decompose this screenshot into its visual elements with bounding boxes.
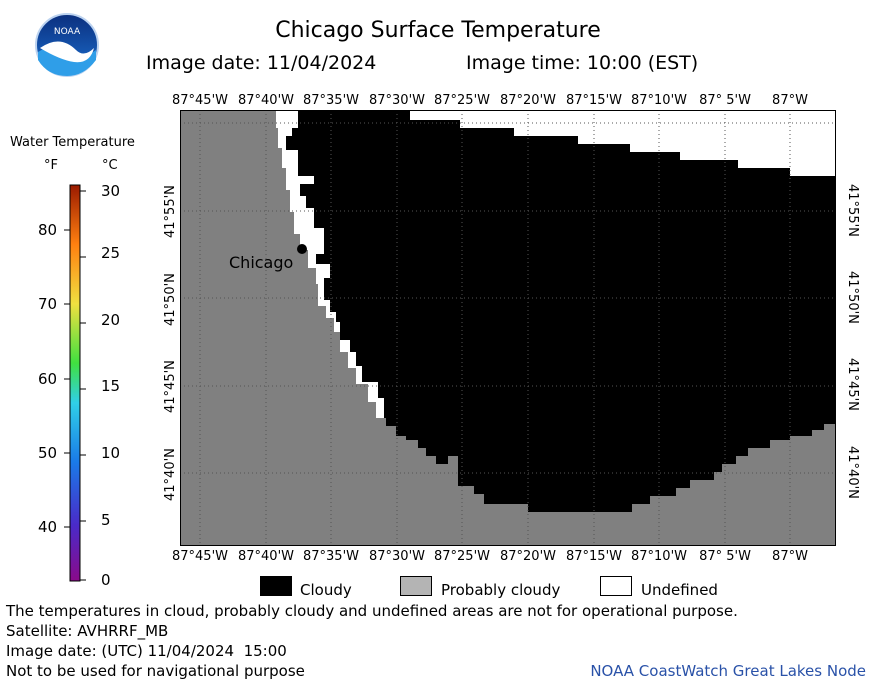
lon-label-bottom: 87°20'W	[499, 549, 557, 564]
lon-label-bottom: 87°45'W	[171, 549, 229, 564]
footer-note: The temperatures in cloud, probably clou…	[6, 602, 738, 620]
colorbar	[64, 184, 86, 582]
unit-fahrenheit: °F	[44, 158, 58, 173]
lat-label-left: 41°40'N	[163, 448, 178, 501]
image-date: Image date: 11/04/2024	[146, 52, 377, 74]
unit-celsius: °C	[102, 158, 118, 173]
lat-label-left: 41°50'N	[163, 273, 178, 326]
footer-satellite: Satellite: AVHRRF_MB	[6, 622, 169, 640]
c-tick: 10	[101, 444, 121, 462]
lon-label-top: 87°25'W	[433, 93, 491, 108]
lat-label-right: 41°50'N	[845, 271, 860, 324]
footer-nav-warning: Not to be used for navigational purpose	[6, 662, 305, 680]
lon-label-bottom: 87°25'W	[433, 549, 491, 564]
lon-label-bottom: 87°30'W	[368, 549, 426, 564]
f-tick: 50	[38, 444, 58, 462]
lon-label-bottom: 87°15'W	[565, 549, 623, 564]
c-tick: 15	[101, 377, 121, 395]
lat-label-right: 41°40'N	[845, 446, 860, 499]
lon-label-top: 87°W	[772, 93, 808, 108]
lon-label-top: 87°20'W	[499, 93, 557, 108]
lon-label-top: 87°10'W	[630, 93, 688, 108]
legend-label-undefined: Undefined	[641, 581, 718, 599]
lon-label-top: 87°15'W	[565, 93, 623, 108]
f-tick: 60	[38, 370, 58, 388]
map-panel	[180, 110, 836, 546]
logo-text: NOAA	[54, 27, 81, 37]
chicago-marker	[297, 244, 307, 254]
lon-label-top: 87°35'W	[302, 93, 360, 108]
lon-label-bottom: 87° 5'W	[699, 549, 751, 564]
f-tick: 70	[38, 295, 58, 313]
legend-label-cloudy: Cloudy	[300, 581, 352, 599]
footer-credit: NOAA CoastWatch Great Lakes Node	[590, 662, 866, 680]
graticule	[180, 110, 836, 546]
image-time: Image time: 10:00 (EST)	[466, 52, 699, 74]
map-frame	[180, 110, 836, 546]
c-tick: 30	[101, 182, 121, 200]
lat-label-right: 41°45'N	[845, 358, 860, 411]
f-tick: 80	[38, 221, 58, 239]
undefined-area	[276, 110, 384, 418]
c-tick: 5	[101, 511, 111, 529]
lon-label-bottom: 87°35'W	[302, 549, 360, 564]
lat-label-left: 41°45'N	[163, 360, 178, 413]
colorbar-title: Water Temperature	[10, 135, 135, 150]
noaa-logo-icon: NOAA	[35, 13, 99, 77]
legend-swatch-probably-cloudy	[400, 576, 432, 596]
lat-label-left: 41°55'N	[163, 185, 178, 238]
f-tick: 40	[38, 518, 58, 536]
city-label: Chicago	[229, 253, 294, 272]
c-tick: 25	[101, 244, 121, 262]
lat-label-right: 41°55'N	[845, 184, 860, 237]
c-tick: 20	[101, 311, 121, 329]
lon-label-top: 87°45'W	[171, 93, 229, 108]
lon-label-top: 87°30'W	[368, 93, 426, 108]
lon-label-bottom: 87°W	[772, 549, 808, 564]
land-area	[180, 110, 836, 546]
legend-swatch-undefined	[600, 576, 632, 596]
lon-label-bottom: 87°40'W	[237, 549, 295, 564]
lon-label-bottom: 87°10'W	[630, 549, 688, 564]
c-tick: 0	[101, 571, 111, 589]
lon-label-top: 87°40'W	[237, 93, 295, 108]
legend-label-probably-cloudy: Probably cloudy	[441, 581, 561, 599]
lon-label-top: 87° 5'W	[699, 93, 751, 108]
legend-swatch-cloudy	[260, 576, 292, 596]
undefined-area	[410, 110, 836, 176]
page-title: Chicago Surface Temperature	[275, 18, 601, 43]
footer-utc-date: Image date: (UTC) 11/04/2024 15:00	[6, 642, 287, 660]
